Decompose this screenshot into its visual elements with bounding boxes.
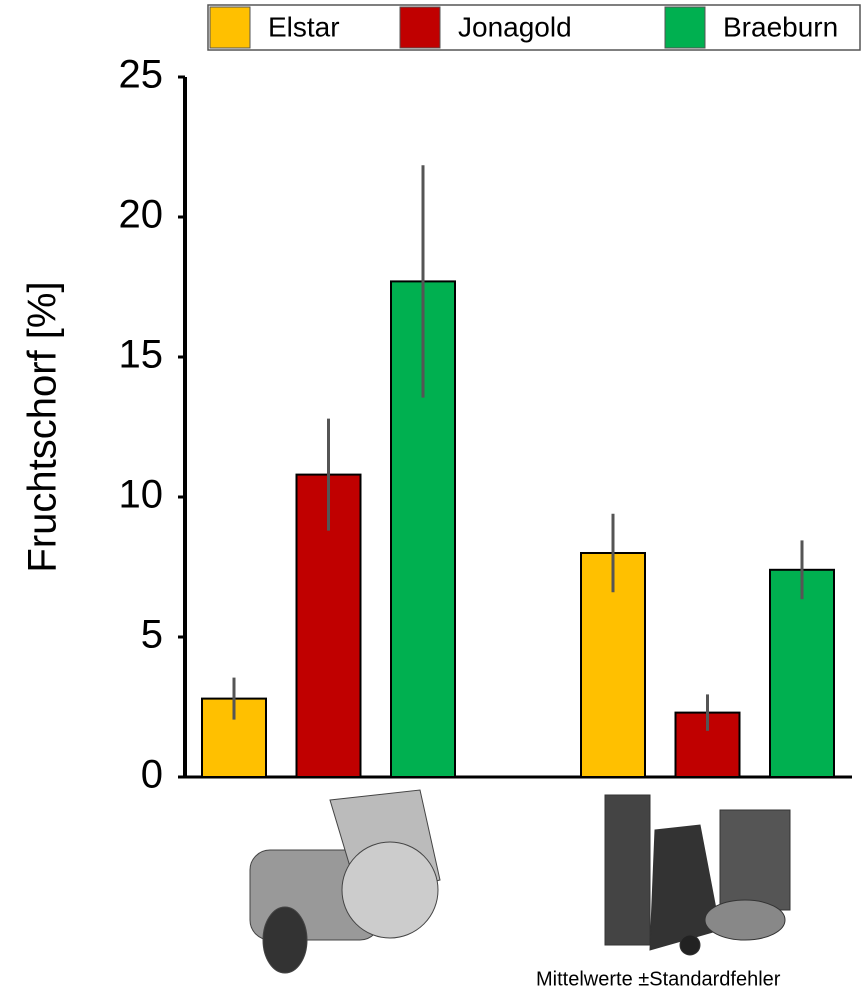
sprayer-image-1 <box>249 789 441 974</box>
y-tick-label: 20 <box>119 193 164 237</box>
legend-label: Jonagold <box>458 11 572 42</box>
legend-box <box>207 4 861 51</box>
y-tick-label: 5 <box>141 613 163 657</box>
sprayer-image-2 <box>604 794 791 956</box>
y-axis-label: Fruchtschorf [%] <box>21 281 65 572</box>
legend-label: Elstar <box>268 11 340 42</box>
y-tick-label: 15 <box>119 333 164 377</box>
y-tick-label: 0 <box>141 753 163 797</box>
legend-swatch <box>664 6 706 49</box>
legend-swatch <box>209 6 251 49</box>
footnote: Mittelwerte ±Standardfehler <box>536 968 781 990</box>
y-tick-label: 10 <box>119 473 164 517</box>
legend-label: Braeburn <box>723 11 838 42</box>
y-tick-label: 25 <box>119 53 164 97</box>
legend-swatch <box>399 6 441 49</box>
bar <box>769 568 835 778</box>
